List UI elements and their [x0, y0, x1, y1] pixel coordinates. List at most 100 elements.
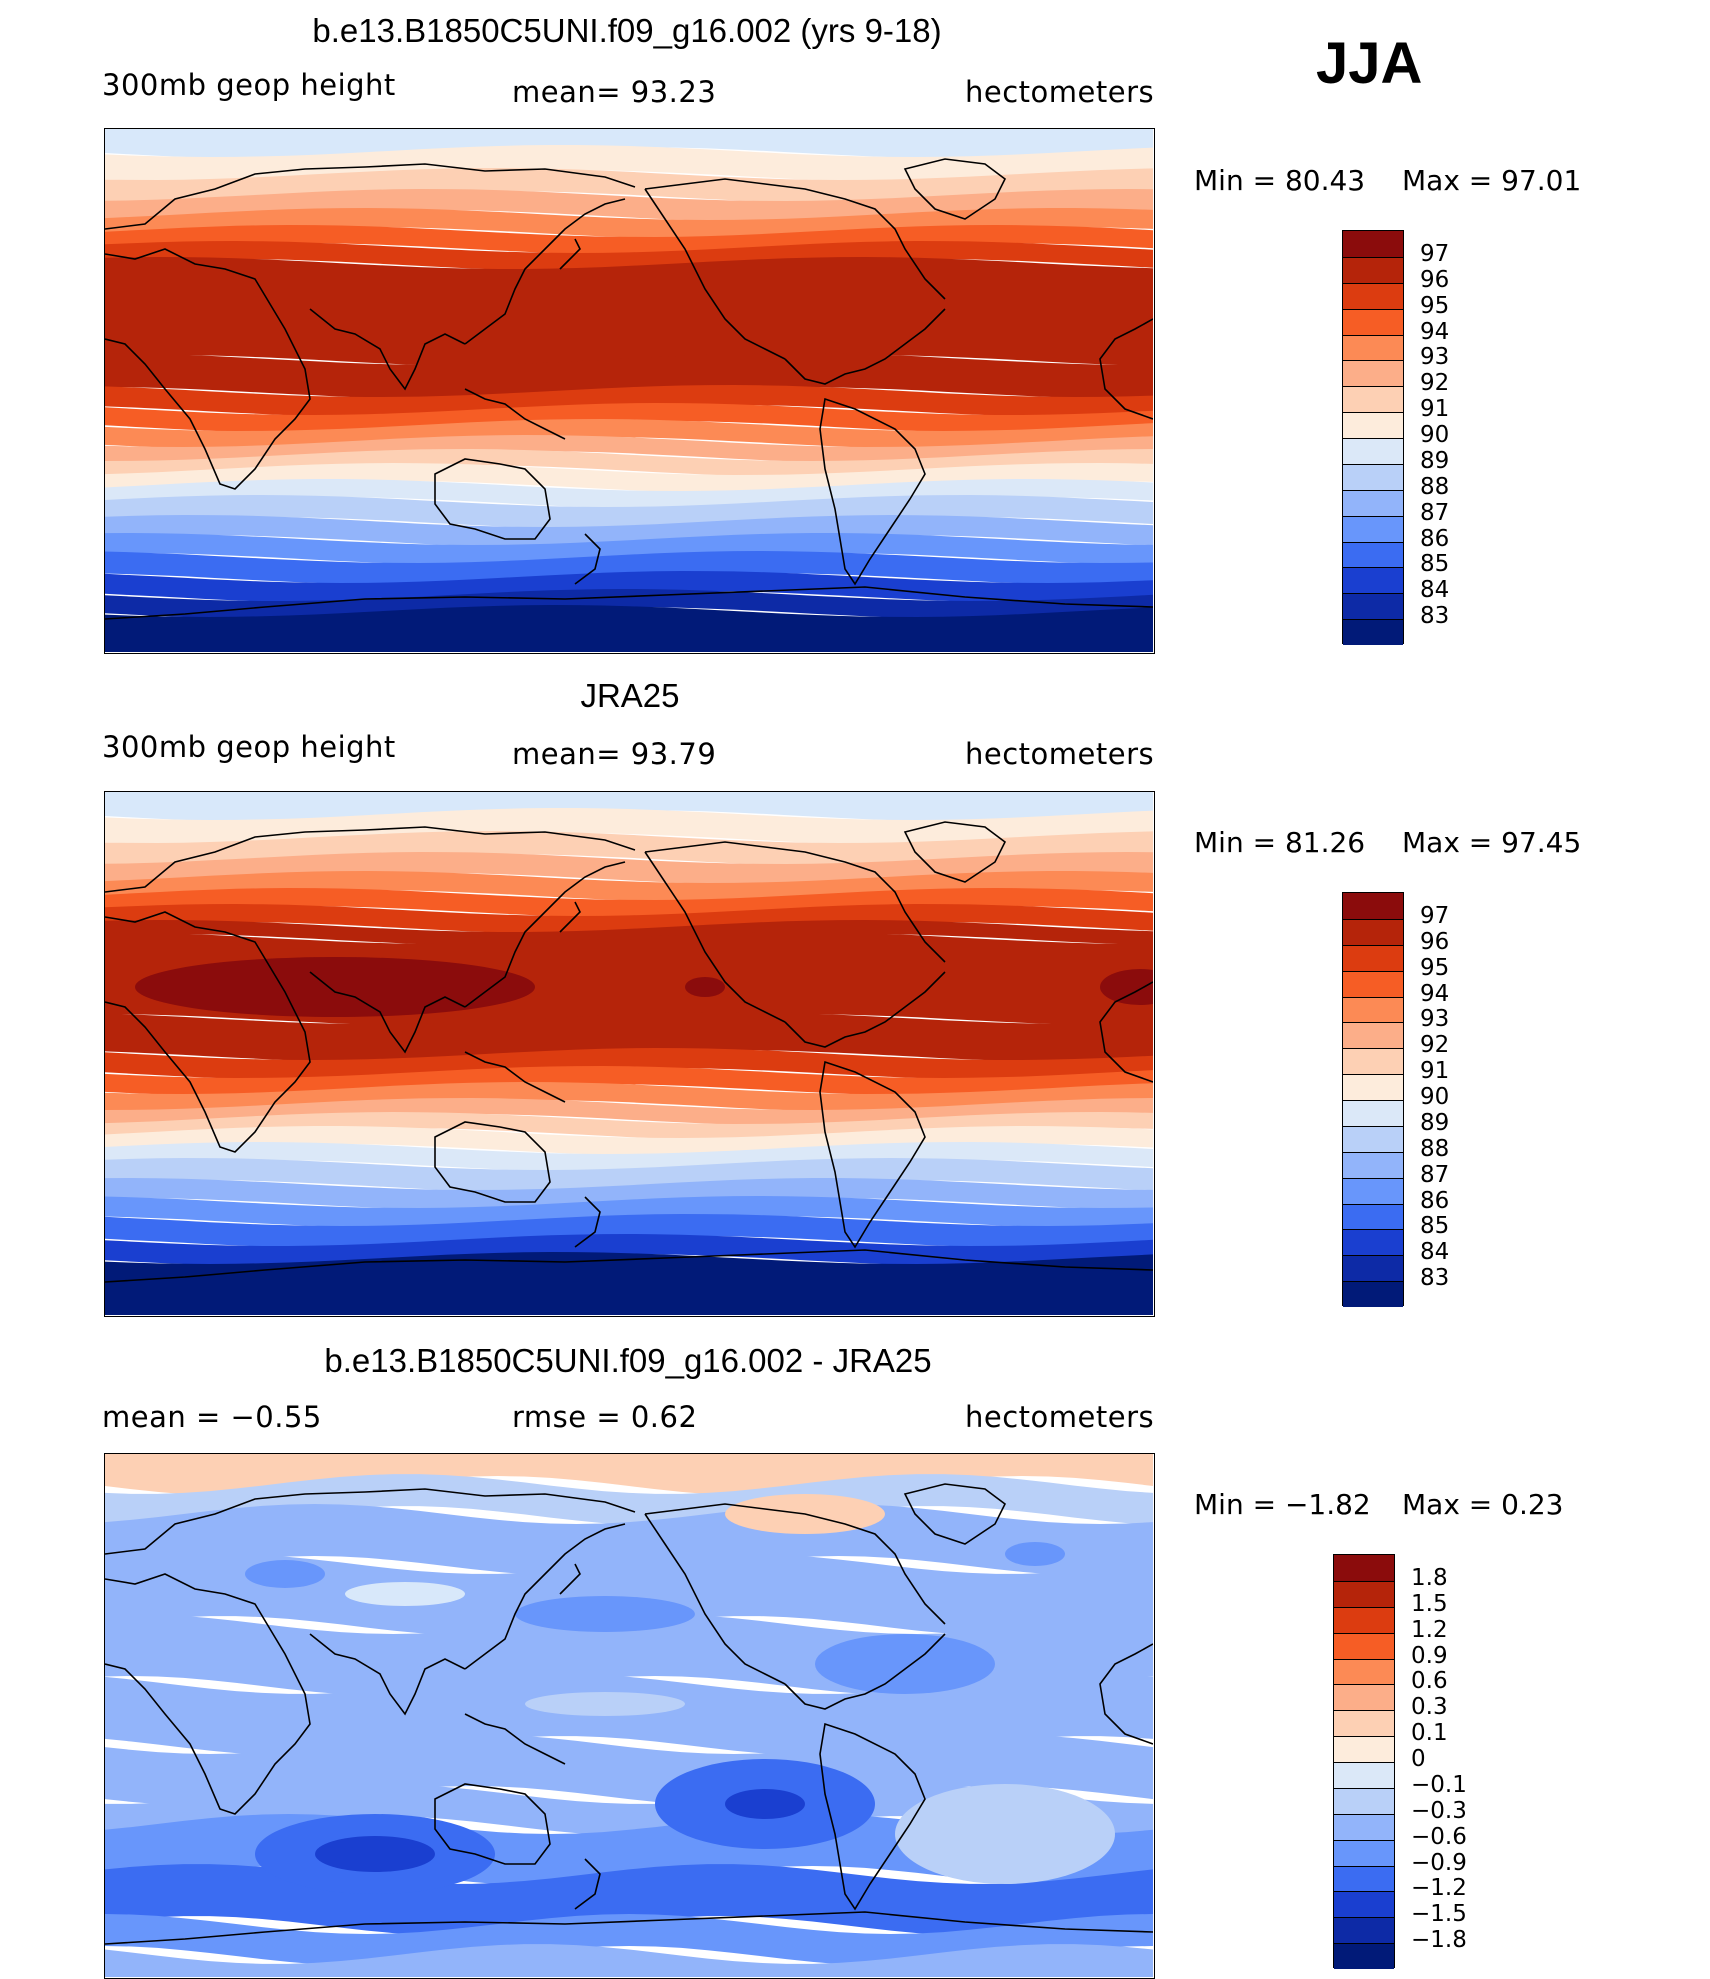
contour-band [105, 605, 1153, 652]
coastline [105, 163, 636, 230]
coastline [105, 248, 311, 490]
coastline [464, 388, 566, 440]
colorbar-tick-label: −1.2 [1411, 1875, 1467, 1902]
colorbar-swatch [1343, 1229, 1403, 1256]
coastline [819, 397, 926, 586]
coastline [434, 1121, 551, 1203]
coastline [105, 1249, 1153, 1283]
panel3-min-label: Min = −1.82 [1194, 1488, 1371, 1521]
coastline [574, 1196, 601, 1248]
contour-band [105, 792, 1153, 822]
panel3-map-svg [105, 1454, 1153, 1977]
colorbar-tick-label: 94 [1420, 318, 1450, 345]
colorbar-tick-label: 0.1 [1411, 1720, 1448, 1747]
panel3-units-label: hectometers [965, 1400, 1155, 1434]
contour-band [105, 129, 1153, 159]
colorbar-tick-label: 83 [1420, 1265, 1450, 1292]
colorbar-swatch [1343, 970, 1403, 997]
colorbar-swatch [1334, 1684, 1394, 1711]
colorbar-swatch [1343, 463, 1403, 490]
panel1-map [104, 128, 1155, 654]
contour-band [105, 1178, 1153, 1210]
colorbar-tick-label: 85 [1420, 551, 1450, 578]
colorbar-swatch [1343, 360, 1403, 387]
colorbar-swatch [1334, 1917, 1394, 1944]
anomaly-region [525, 1692, 685, 1716]
contour-band [105, 1914, 1153, 1966]
colorbar-tick-label: 97 [1420, 902, 1450, 929]
coastline [105, 586, 1153, 620]
colorbar-swatch [1343, 1255, 1403, 1282]
panel2-map-svg [105, 792, 1153, 1315]
panel2-variable-label: 300mb geop height [102, 730, 396, 764]
contour-band [105, 257, 1153, 367]
colorbar-swatch [1343, 541, 1403, 568]
panel1-coastlines [105, 158, 1153, 620]
contour-band [105, 479, 1153, 509]
coastline [464, 1523, 626, 1670]
anomaly-region [725, 1789, 805, 1819]
panel3-contour-bands [105, 1454, 1153, 1977]
panel1-min-label: Min = 80.43 [1194, 164, 1366, 197]
colorbar-tick-label: 92 [1420, 1032, 1450, 1059]
panel1-mean-label: mean= 93.23 [512, 75, 717, 109]
panel2-min-label: Min = 81.26 [1194, 826, 1366, 859]
contour-band [105, 551, 1153, 585]
coastline [1099, 318, 1153, 420]
colorbar-swatch [1343, 996, 1403, 1023]
colorbar-tick-label: 87 [1420, 499, 1450, 526]
coastline [105, 1488, 636, 1555]
coastline [644, 188, 786, 360]
colorbar-swatch [1343, 619, 1403, 645]
panel3-map [104, 1453, 1155, 1979]
colorbar-tick-label: 89 [1420, 447, 1450, 474]
colorbar-swatch [1334, 1787, 1394, 1814]
season-label: JJA [1316, 31, 1423, 96]
coastline [309, 1633, 466, 1716]
colorbar-swatch [1343, 1022, 1403, 1049]
colorbar-tick-label: 85 [1420, 1213, 1450, 1240]
colorbar-tick-label: 0.6 [1411, 1668, 1448, 1695]
colorbar-swatch [1343, 918, 1403, 945]
anomaly-region [245, 1560, 325, 1588]
anomaly-region [345, 1582, 465, 1606]
coastline [464, 1713, 566, 1765]
coastline [464, 1051, 566, 1103]
coastline [819, 1722, 926, 1911]
coastline [559, 1563, 581, 1595]
panel2-map [104, 791, 1155, 1317]
colorbar-tick-label: 94 [1420, 980, 1450, 1007]
coastline [559, 901, 581, 933]
colorbar-swatch [1343, 334, 1403, 361]
contour-band [105, 1504, 1153, 1576]
colorbar-tick-label: 88 [1420, 473, 1450, 500]
colorbar-tick-label: −1.5 [1411, 1901, 1467, 1928]
colorbar-swatch [1334, 1813, 1394, 1840]
colorbar-tick-label: 90 [1420, 1084, 1450, 1110]
colorbar-swatch [1334, 1943, 1394, 1969]
coastline [784, 1633, 946, 1710]
colorbar-tick-label: 97 [1420, 240, 1450, 267]
contour-band [105, 571, 1153, 603]
contour-band [105, 241, 1153, 271]
colorbar-tick-label: 90 [1420, 422, 1450, 448]
colorbar-swatch [1343, 944, 1403, 971]
coastline [644, 1513, 786, 1685]
panel3-anomaly-blobs [245, 1494, 1115, 1894]
panel2-colorbar-labels: 97 96 95 94 93 92 91 90 89 88 87 86 85 84 83 [1420, 892, 1500, 1306]
coastline [105, 911, 311, 1153]
contour-band [105, 1048, 1153, 1080]
coastline [105, 1911, 1153, 1945]
coastline [784, 308, 946, 385]
colorbar-tick-label: 1.5 [1411, 1590, 1448, 1617]
colorbar-tick-label: 96 [1420, 266, 1450, 293]
coastline [644, 841, 946, 963]
contour-band [105, 1554, 1153, 1636]
colorbar-swatch [1343, 438, 1403, 464]
contour-band [105, 1158, 1153, 1192]
panel2-mean-label: mean= 93.79 [512, 737, 717, 771]
contour-band [105, 495, 1153, 529]
coastline [644, 178, 946, 300]
coastline [309, 971, 466, 1054]
contour-band [105, 1126, 1153, 1156]
